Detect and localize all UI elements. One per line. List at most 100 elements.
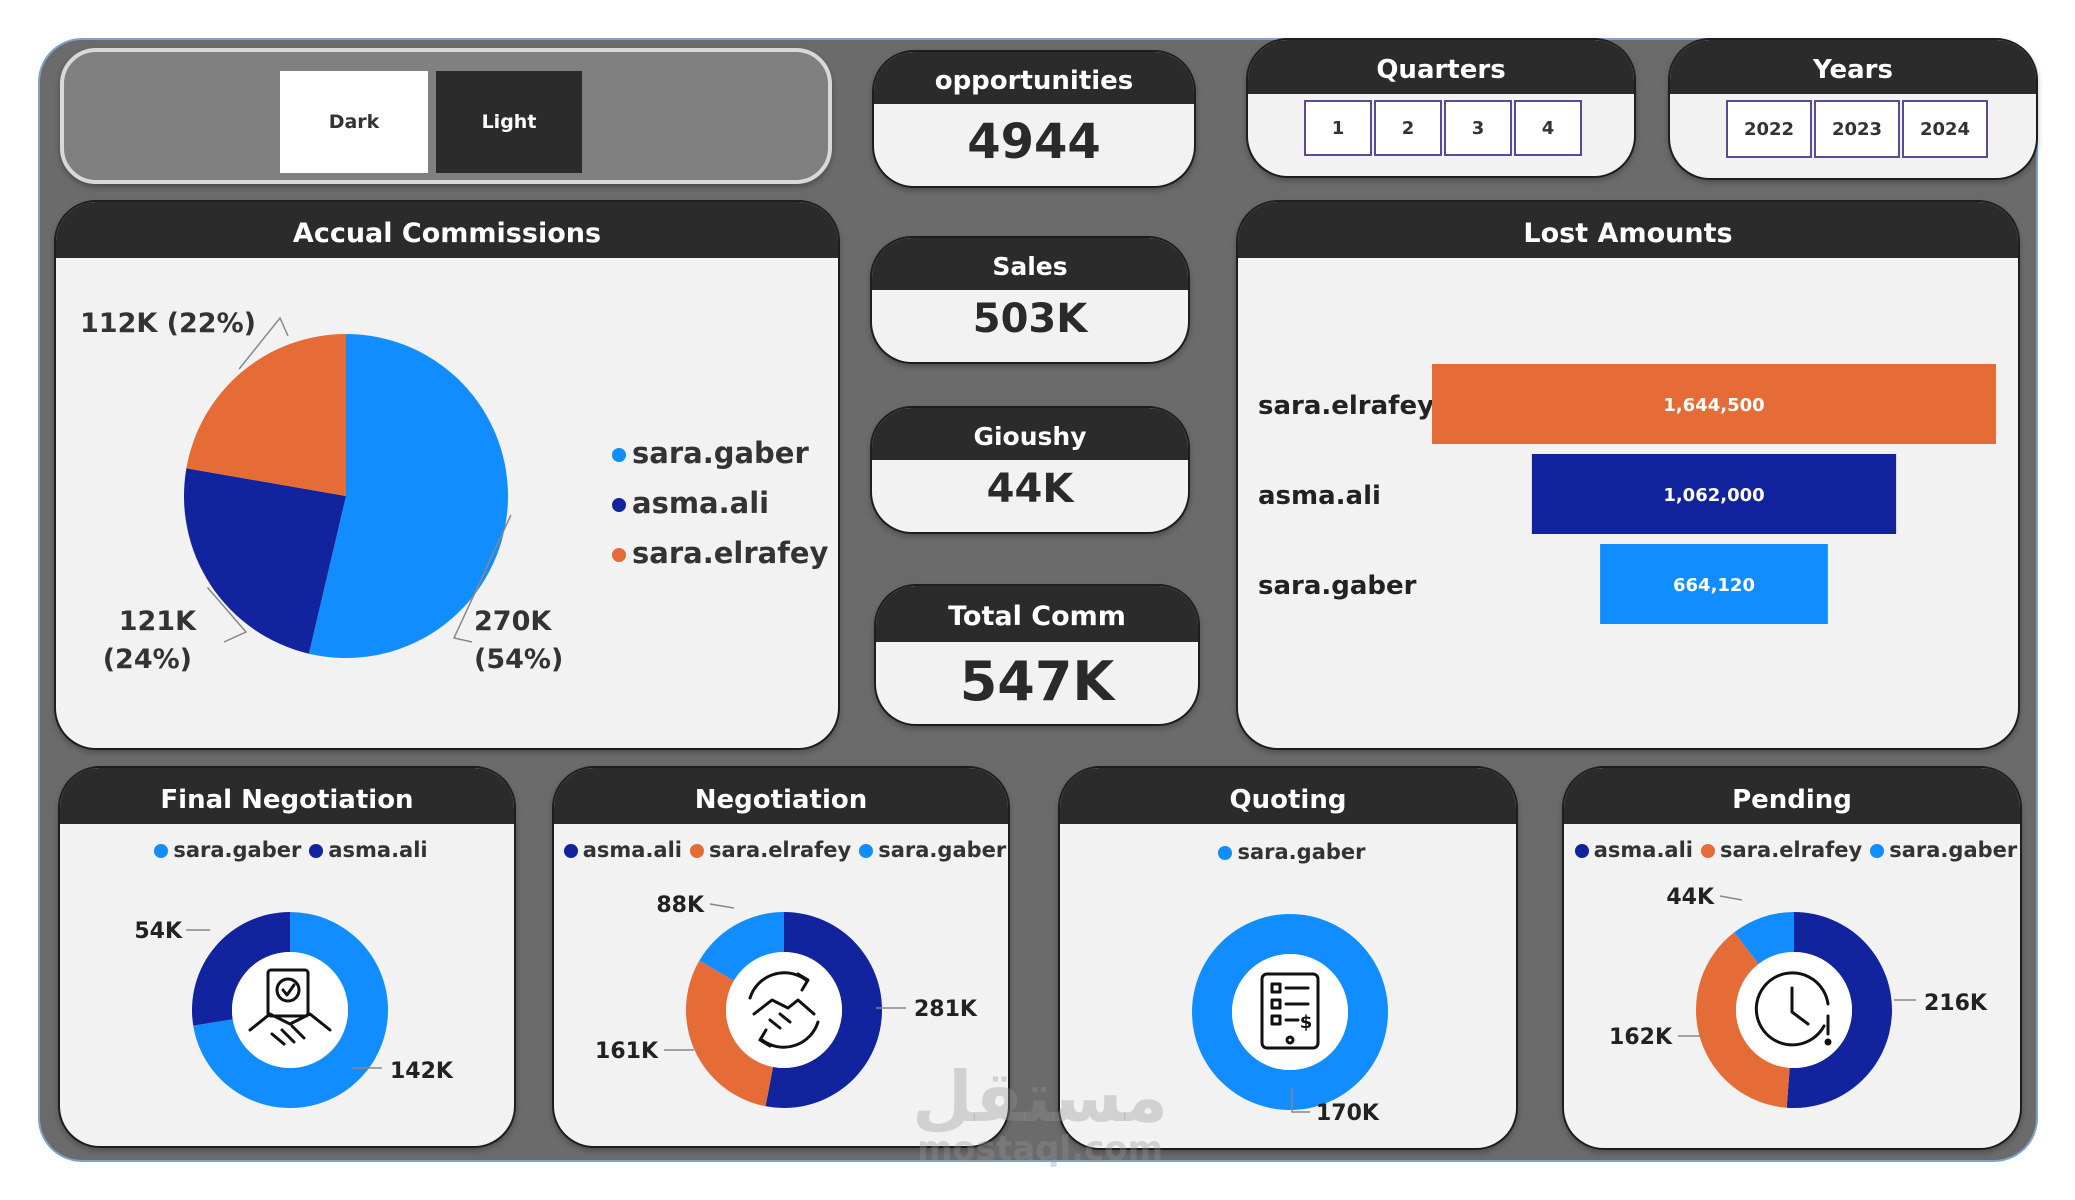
lost-amounts-bar-chart: sara.elrafey 1,644,500 asma.ali 1,062,000 sa… [1258, 364, 1996, 624]
legend-item-asma-ali: asma.ali [301, 838, 428, 862]
pie-leader-line [206, 587, 248, 643]
pie-label-sara-elrafey: 112K (22%) [80, 308, 256, 339]
accual-commissions-title: Accual Commissions [56, 202, 838, 258]
legend-item-sara-gaber: sara.gaber [1862, 838, 2017, 862]
clock-warning-icon [1754, 971, 1832, 1047]
pie-label-sara-gaber: 270K [474, 606, 552, 637]
donut-slice-sara-gaber[interactable] [1734, 912, 1794, 965]
bar-value-label-asma-ali: 1,062,000 [1663, 485, 1764, 506]
donut-label-sara-elrafey: 161K [595, 1039, 659, 1064]
years-slicer: Years 2022 2023 2024 [1668, 38, 2038, 180]
legend-item-sara-gaber: sara.gaber [851, 838, 1006, 862]
donut-center [726, 952, 842, 1068]
donut-slice-sara-elrafey[interactable] [686, 960, 774, 1107]
watermark: مستقل mostaql.com [900, 1062, 1180, 1166]
handshake-cycle-icon [748, 971, 820, 1049]
donut-label-sara-gaber: 170K [1316, 1101, 1380, 1126]
legend-item-sara-elrafey: sara.elrafey [612, 528, 828, 578]
donut-center [232, 952, 348, 1068]
legend-item-asma-ali: asma.ali [612, 478, 828, 528]
quarter-option-3[interactable]: 3 [1444, 100, 1512, 156]
quarters-slicer: Quarters 1 2 3 4 [1246, 38, 1636, 178]
light-theme-button[interactable]: Light [436, 71, 582, 173]
dark-theme-button[interactable]: Dark [280, 71, 428, 173]
final-negotiation-title: Final Negotiation [60, 768, 514, 824]
quoting-card: Quoting sara.gaber 170K $ [1058, 766, 1518, 1150]
pie-slice-sara-gaber[interactable] [308, 334, 508, 658]
donut-leader-line [709, 903, 735, 909]
year-option-2023[interactable]: 2023 [1814, 100, 1900, 158]
light-theme-label: Light [481, 111, 537, 133]
lost-amounts-title: Lost Amounts [1238, 202, 2018, 258]
accual-commissions-card: Accual Commissions 270K (54%) 121K (24%) 112… [54, 200, 840, 750]
pie-slice-asma-ali[interactable] [184, 468, 346, 654]
gioushy-value: 44K [986, 466, 1074, 512]
pending-legend: asma.ali sara.elrafey sara.gaber [1564, 838, 2020, 862]
pie-leader-line [452, 514, 512, 643]
theme-toggle-panel: Dark Light [60, 48, 832, 184]
donut-slice-sara-gaber[interactable] [699, 912, 784, 981]
legend-item-sara-elrafey: sara.elrafey [1693, 838, 1862, 862]
donut-label-sara-gaber: 88K [656, 893, 705, 918]
legend-item-asma-ali: asma.ali [556, 838, 682, 862]
year-option-2024[interactable]: 2024 [1902, 100, 1988, 158]
opportunities-value: 4944 [967, 114, 1101, 170]
gioushy-card: Gioushy 44K [870, 406, 1190, 534]
donut-slice-sara-gaber[interactable] [1192, 914, 1388, 1110]
pending-donut: 216K 162K 44K [1609, 885, 1988, 1108]
quarter-option-4[interactable]: 4 [1514, 100, 1582, 156]
donut-label-asma-ali: 54K [134, 919, 183, 944]
gioushy-title: Gioushy [872, 408, 1188, 460]
dark-theme-label: Dark [328, 111, 380, 133]
bar-sara-elrafey[interactable] [1432, 364, 1996, 444]
donut-label-sara-elrafey: 162K [1609, 1025, 1673, 1050]
sales-value: 503K [972, 296, 1088, 342]
accual-commissions-pie: 270K (54%) 121K (24%) 112K (22%) [80, 308, 563, 675]
bar-category-sara-gaber: sara.gaber [1258, 571, 1417, 601]
pie-legend: sara.gaber asma.ali sara.elrafey [612, 428, 828, 578]
bar-value-label-sara-elrafey: 1,644,500 [1663, 395, 1764, 416]
years-title: Years [1670, 40, 2036, 94]
lost-amounts-card: Lost Amounts sara.elrafey 1,644,500 asma.a… [1236, 200, 2020, 750]
opportunities-card: opportunities 4944 [872, 50, 1196, 188]
year-option-2022[interactable]: 2022 [1726, 100, 1812, 158]
donut-leader-line [1719, 895, 1743, 901]
quarter-option-2[interactable]: 2 [1374, 100, 1442, 156]
negotiation-card: Negotiation asma.ali sara.elrafey sara.gab… [552, 766, 1010, 1148]
quarter-option-1[interactable]: 1 [1304, 100, 1372, 156]
quoting-title: Quoting [1060, 768, 1516, 824]
contract-handshake-icon [248, 968, 332, 1046]
donut-slice-asma-ali[interactable] [765, 912, 883, 1108]
svg-text:$: $ [1300, 1012, 1313, 1033]
negotiation-donut: 281K 161K 88K [595, 893, 978, 1108]
donut-slice-sara-gaber[interactable] [193, 912, 388, 1108]
sales-title: Sales [872, 238, 1188, 290]
total-comm-card: Total Comm 547K [874, 584, 1200, 726]
negotiation-title: Negotiation [554, 768, 1008, 824]
donut-slice-asma-ali[interactable] [191, 912, 290, 1026]
donut-label-sara-gaber: 142K [390, 1059, 454, 1084]
donut-center [1232, 954, 1348, 1070]
quoting-donut: 170K $ [1192, 914, 1388, 1126]
pie-slice-sara-elrafey[interactable] [186, 334, 346, 496]
pending-title: Pending [1564, 768, 2020, 824]
bar-category-sara-elrafey: sara.elrafey [1258, 391, 1434, 421]
bar-asma-ali[interactable] [1531, 454, 1897, 534]
donut-slice-sara-elrafey[interactable] [1696, 932, 1790, 1108]
donut-slice-asma-ali[interactable] [1786, 912, 1892, 1108]
watermark-arabic: مستقل [911, 1056, 1168, 1138]
quarters-title: Quarters [1248, 40, 1634, 94]
donut-center [1736, 952, 1852, 1068]
bar-value-label-sara-gaber: 664,120 [1673, 575, 1755, 596]
final-negotiation-card: Final Negotiation sara.gaber asma.ali 142… [58, 766, 516, 1148]
legend-item-sara-gaber: sara.gaber [612, 428, 828, 478]
quoting-legend: sara.gaber [1060, 840, 1516, 864]
legend-item-sara-elrafey: sara.elrafey [682, 838, 851, 862]
legend-item-sara-gaber: sara.gaber [146, 838, 301, 862]
pie-label-asma-ali: 121K [119, 606, 197, 637]
bar-sara-gaber[interactable] [1600, 544, 1828, 624]
negotiation-legend: asma.ali sara.elrafey sara.gaber [554, 838, 1008, 862]
legend-item-sara-gaber: sara.gaber [1210, 840, 1366, 864]
final-negotiation-legend: sara.gaber asma.ali [60, 838, 514, 862]
total-comm-value: 547K [959, 650, 1115, 713]
